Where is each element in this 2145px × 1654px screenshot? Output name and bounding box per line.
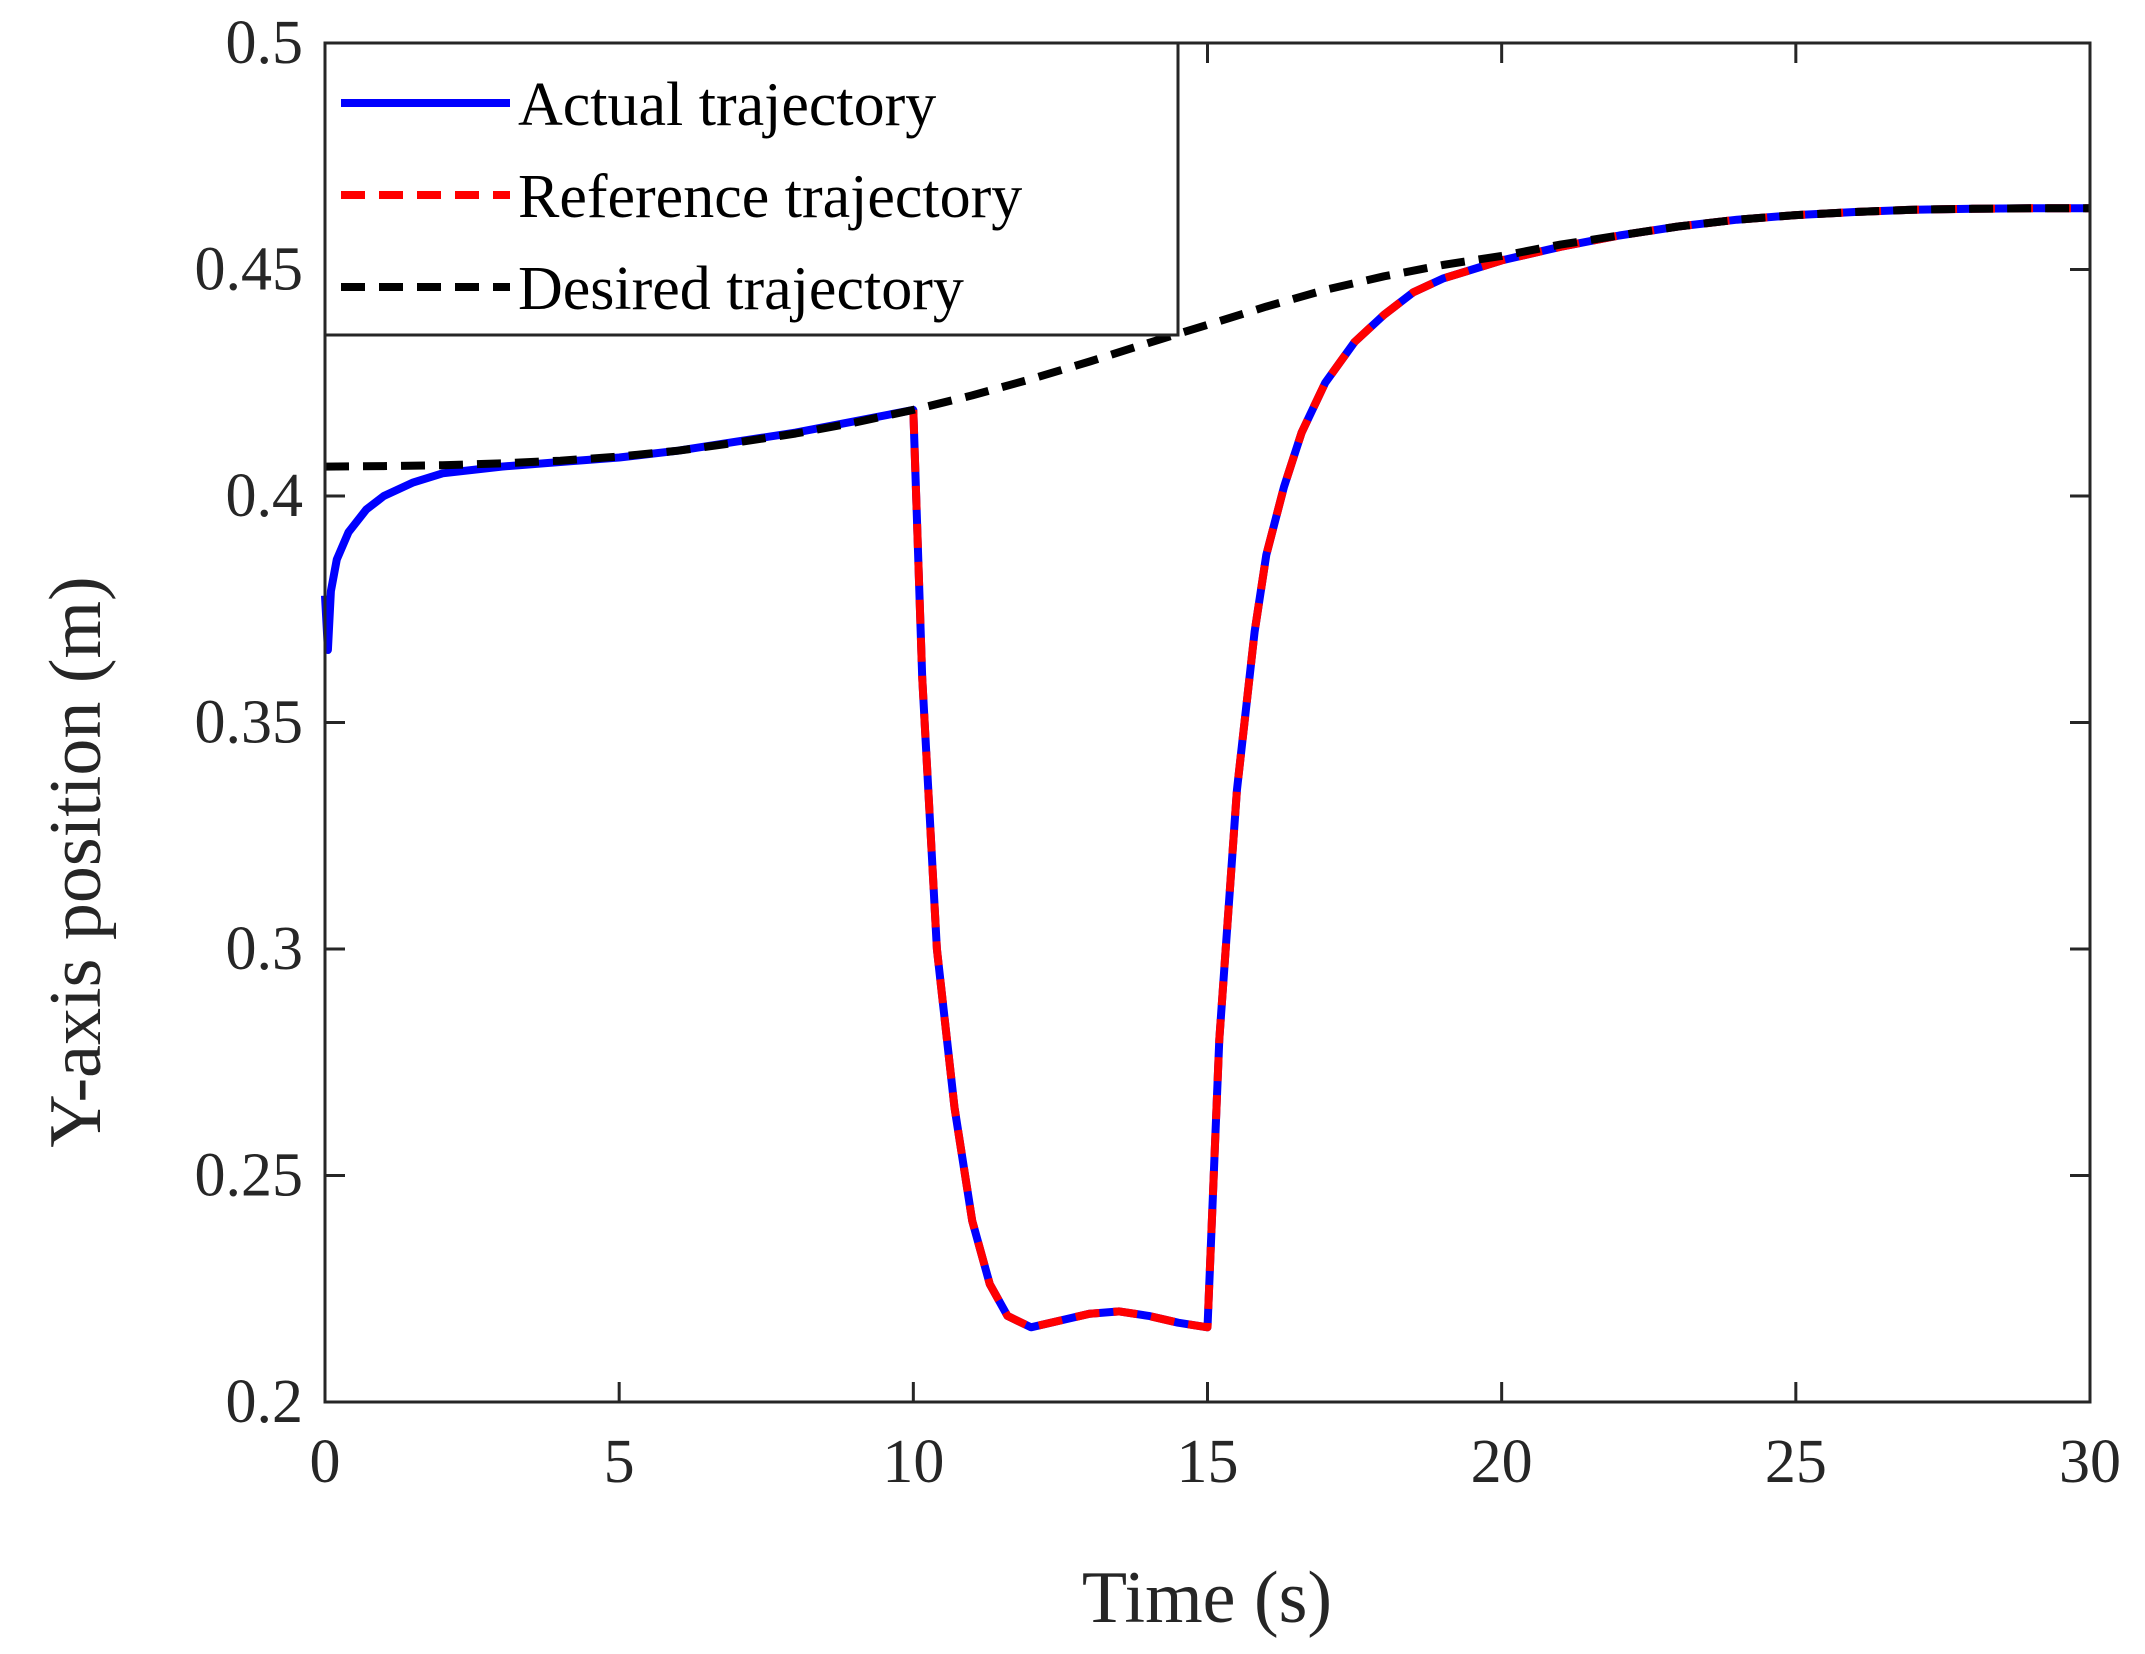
y-tick-label: 0.45 [195,236,304,304]
legend-label-reference: Reference trajectory [518,163,1022,231]
legend-label-actual: Actual trajectory [518,71,936,139]
y-tick-label: 0.4 [226,462,304,530]
x-tick-label: 10 [882,1428,944,1496]
x-tick-label: 30 [2059,1428,2121,1496]
series-line-desired [324,204,2090,471]
y-tick-label: 0.35 [195,689,304,757]
legend-label-desired: Desired trajectory [518,255,964,323]
x-tick-label: 5 [604,1428,635,1496]
x-tick-label: 15 [1177,1428,1239,1496]
y-tick-label: 0.2 [226,1368,304,1436]
x-tick-label: 0 [310,1428,341,1496]
x-tick-label: 20 [1471,1428,1533,1496]
y-tick-label: 0.5 [226,9,304,77]
series-layer [321,204,2090,1332]
y-tick-label: 0.25 [195,1142,304,1210]
tick-labels: 0 5 10 15 20 25 30 0.2 0.25 0.3 0.35 0.4 0.45 0.5 [195,9,2122,1496]
y-tick-label: 0.3 [226,915,304,983]
y-axis-label: Y-axis position (m) [35,576,117,1147]
x-axis-label: Time (s) [1082,1557,1332,1639]
series-line-reference [909,204,2090,1332]
legend: Actual trajectory Reference trajectory D… [323,41,1180,337]
x-tick-label: 25 [1765,1428,1827,1496]
